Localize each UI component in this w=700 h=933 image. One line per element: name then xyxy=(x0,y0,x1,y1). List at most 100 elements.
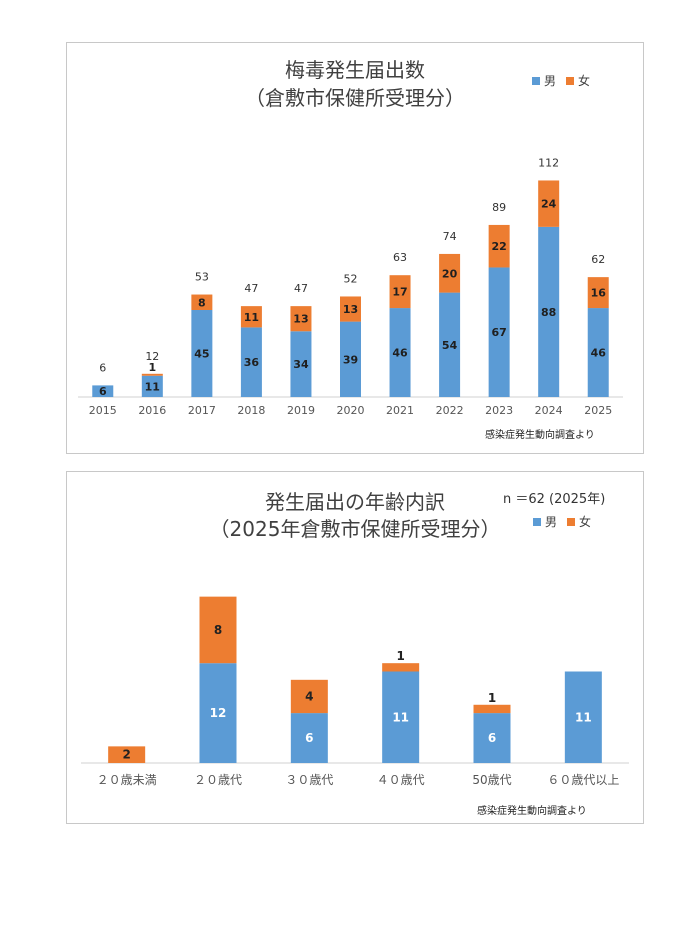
total-label-1: 12 xyxy=(145,350,159,363)
bar-female-1 xyxy=(199,596,237,664)
x-tick-label-0: 2015 xyxy=(89,404,117,417)
data-label-female-3: 1 xyxy=(396,649,404,663)
data-label-female-9: 24 xyxy=(541,198,557,211)
legend-label-female: 女 xyxy=(579,515,592,529)
data-label-female-4: 1 xyxy=(488,691,496,705)
chart-title-line1: 発生届出の年齢内訳 xyxy=(265,490,445,514)
data-label-female-1: 8 xyxy=(214,623,222,637)
chart-panel-yearly: 梅毒発生届出数 （倉敷市保健所受理分） 男 女 6 6 2015 11 1 12 2016 4… xyxy=(66,42,644,454)
bar-female-2 xyxy=(290,679,328,714)
x-tick-label-3: ４０歳代 xyxy=(377,773,425,787)
total-label-5: 52 xyxy=(344,272,358,285)
bar-male-8 xyxy=(488,267,510,397)
bar-male-3 xyxy=(240,327,262,397)
bar-male-1 xyxy=(141,375,163,397)
bar-male-10 xyxy=(587,308,609,397)
source-note: 感染症発生動向調査より xyxy=(477,806,587,817)
bar-male-0 xyxy=(92,385,114,397)
bar-male-5 xyxy=(340,321,361,397)
data-label-female-10: 16 xyxy=(591,287,607,300)
bar-female-8 xyxy=(488,224,510,268)
bar-female-3 xyxy=(240,306,262,328)
total-label-3: 47 xyxy=(244,282,258,295)
legend-label-female: 女 xyxy=(578,74,591,88)
x-tick-label-7: 2022 xyxy=(436,404,464,417)
chart-title-line1: 梅毒発生届出数 xyxy=(285,58,425,82)
chart-panel-age: 発生届出の年齢内訳 （2025年倉敷市保健所受理分） n ＝62 (2025年)… xyxy=(66,471,644,824)
data-label-male-1: 11 xyxy=(145,380,160,393)
x-tick-label-8: 2023 xyxy=(485,404,513,417)
data-label-male-8: 67 xyxy=(491,326,506,339)
bar-female-5 xyxy=(340,296,361,322)
bar-male-6 xyxy=(389,308,411,397)
bar-male-2 xyxy=(191,310,213,397)
x-tick-label-6: 2021 xyxy=(386,404,414,417)
legend-swatch-male xyxy=(532,76,540,85)
bar-male-1 xyxy=(199,663,237,763)
data-label-male-3: 36 xyxy=(244,356,260,369)
x-tick-label-2: ３０歳代 xyxy=(285,773,333,787)
legend-swatch-female xyxy=(567,517,576,526)
x-tick-label-4: 50歳代 xyxy=(472,773,511,787)
data-label-male-5: 11 xyxy=(575,710,592,724)
data-label-female-6: 17 xyxy=(392,286,407,299)
bar-female-4 xyxy=(473,704,511,714)
data-label-female-0: 2 xyxy=(122,748,130,762)
data-label-male-5: 39 xyxy=(343,353,358,366)
bar-male-2 xyxy=(290,713,328,763)
data-label-male-4: 34 xyxy=(293,358,309,371)
legend-label-male: 男 xyxy=(545,515,558,529)
bar-male-4 xyxy=(290,331,312,397)
total-label-8: 89 xyxy=(492,201,506,214)
data-label-male-2: 45 xyxy=(194,348,209,361)
data-label-female-1: 1 xyxy=(148,361,156,374)
data-label-female-8: 22 xyxy=(491,240,506,253)
x-tick-label-5: 2020 xyxy=(337,404,365,417)
data-label-female-5: 13 xyxy=(343,303,358,316)
total-label-0: 6 xyxy=(99,361,106,374)
bar-female-3 xyxy=(382,663,420,672)
data-label-male-0: 6 xyxy=(99,385,107,398)
x-tick-label-0: ２０歳未満 xyxy=(97,773,157,787)
bar-female-7 xyxy=(439,253,461,293)
legend-label-male: 男 xyxy=(544,74,557,88)
bar-female-0 xyxy=(108,746,146,763)
x-tick-label-1: ２０歳代 xyxy=(194,773,242,787)
legend-swatch-male xyxy=(533,517,541,526)
sample-size-note: n ＝62 (2025年) xyxy=(503,492,606,507)
bar-male-9 xyxy=(538,226,560,397)
x-tick-label-2: 2017 xyxy=(188,404,216,417)
bar-female-2 xyxy=(191,294,213,310)
chart-legend: 男 女 xyxy=(532,72,590,89)
bar-male-3 xyxy=(382,671,420,763)
data-label-male-7: 54 xyxy=(442,339,458,352)
total-label-10: 62 xyxy=(591,253,605,266)
chart-title-line2: （2025年倉敷市保健所受理分） xyxy=(209,517,501,541)
legend-swatch-female xyxy=(566,76,575,85)
data-label-male-3: 11 xyxy=(392,710,409,724)
x-tick-label-9: 2024 xyxy=(535,404,563,417)
data-label-male-4: 6 xyxy=(488,731,496,745)
bar-female-9 xyxy=(538,180,560,227)
total-label-4: 47 xyxy=(294,282,308,295)
bar-female-10 xyxy=(587,277,609,309)
chart-title-line2: （倉敷市保健所受理分） xyxy=(245,86,465,110)
x-tick-label-5: ６０歳代以上 xyxy=(547,773,619,787)
bar-female-4 xyxy=(290,306,312,332)
data-label-male-1: 12 xyxy=(210,706,227,720)
data-label-female-7: 20 xyxy=(442,267,458,280)
data-label-female-4: 13 xyxy=(293,313,308,326)
x-tick-label-1: 2016 xyxy=(138,404,166,417)
bar-female-6 xyxy=(389,275,411,309)
data-label-male-6: 46 xyxy=(392,347,408,360)
x-tick-label-3: 2018 xyxy=(237,404,265,417)
total-label-7: 74 xyxy=(443,230,457,243)
data-label-male-10: 46 xyxy=(591,347,607,360)
data-label-male-9: 88 xyxy=(541,306,556,319)
total-label-6: 63 xyxy=(393,251,407,264)
chart-legend: 男 女 xyxy=(533,513,591,530)
data-label-male-2: 6 xyxy=(305,731,313,745)
bar-female-1 xyxy=(141,373,163,376)
data-label-female-2: 4 xyxy=(305,689,313,703)
